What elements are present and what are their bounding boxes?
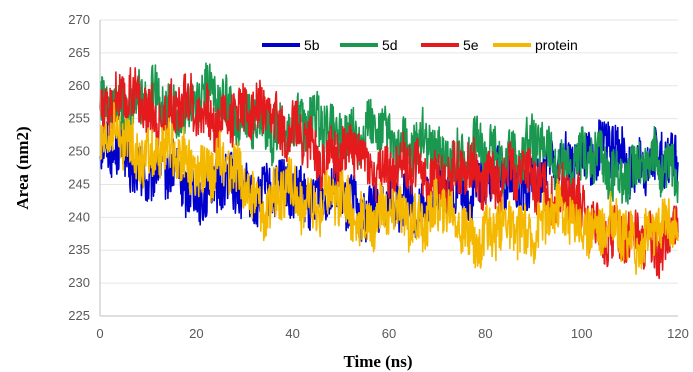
x-tick-label-60: 60 xyxy=(382,326,396,341)
y-tick-label-270: 270 xyxy=(68,12,90,27)
y-tick-labels: 225 230 235 240 245 250 255 260 265 270 xyxy=(68,12,90,323)
axes xyxy=(99,20,678,317)
legend-label-5e: 5e xyxy=(463,37,479,53)
y-tick-label-250: 250 xyxy=(68,144,90,159)
y-tick-label-265: 265 xyxy=(68,45,90,60)
y-tick-label-235: 235 xyxy=(68,242,90,257)
x-tick-label-80: 80 xyxy=(478,326,492,341)
y-tick-label-260: 260 xyxy=(68,78,90,93)
y-axis-title: Area (nm2) xyxy=(13,126,32,209)
legend-label-5d: 5d xyxy=(382,37,398,53)
x-tick-label-120: 120 xyxy=(667,326,689,341)
y-tick-label-240: 240 xyxy=(68,209,90,224)
legend: 5b 5d 5e protein xyxy=(262,37,578,53)
y-tick-label-225: 225 xyxy=(68,308,90,323)
y-tick-label-230: 230 xyxy=(68,275,90,290)
series-line-protein xyxy=(99,101,679,276)
series-layer xyxy=(99,62,679,280)
x-axis-title: Time (ns) xyxy=(343,352,412,371)
legend-label-protein: protein xyxy=(535,37,578,53)
x-tick-label-100: 100 xyxy=(571,326,593,341)
x-tick-labels: 0 20 40 60 80 100 120 xyxy=(96,326,688,341)
x-tick-label-20: 20 xyxy=(189,326,203,341)
x-tick-label-0: 0 xyxy=(96,326,103,341)
legend-label-5b: 5b xyxy=(304,37,320,53)
y-tick-label-245: 245 xyxy=(68,176,90,191)
x-tick-label-40: 40 xyxy=(285,326,299,341)
y-tick-label-255: 255 xyxy=(68,111,90,126)
